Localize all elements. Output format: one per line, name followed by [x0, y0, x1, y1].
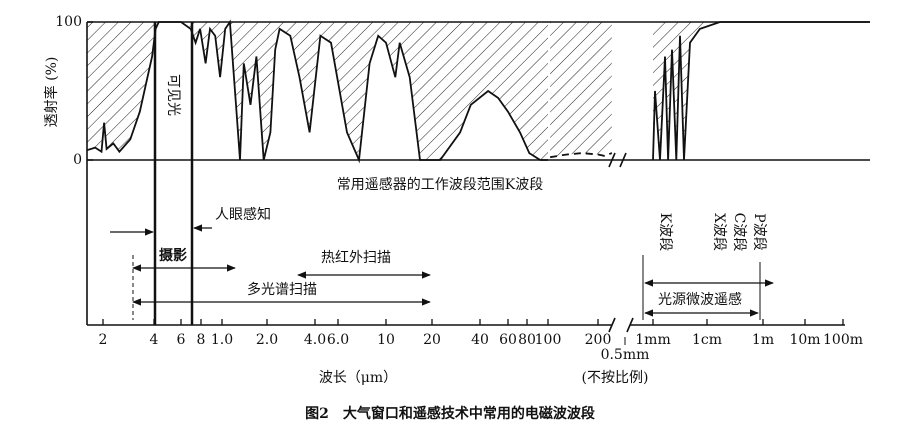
x-axis-label: 波长（μm）	[319, 370, 397, 386]
axis-break	[608, 317, 634, 333]
annotation: 常用遥感器的工作波段范围K波段	[337, 176, 543, 193]
x-tick-label: 100	[535, 332, 562, 348]
annotation: 人眼感知	[215, 206, 271, 223]
x-tick-label: 6	[177, 332, 186, 348]
hatch-area	[86, 22, 548, 160]
y-tick-label: 0	[73, 152, 82, 168]
hatch-area	[653, 22, 870, 160]
x-tick-label: 80	[518, 332, 536, 348]
x-tick-label: 20	[423, 332, 441, 348]
x-tick-label: 6.0	[327, 332, 349, 348]
annotation: 多光谱扫描	[247, 281, 317, 298]
annotation: 摄影	[159, 247, 187, 264]
annotation: 可见光	[165, 74, 181, 116]
axis-break	[608, 152, 627, 168]
annotation: X波段	[711, 213, 727, 251]
annotation: 热红外扫描	[321, 250, 391, 266]
x-tick-label: 0.5mm	[601, 347, 650, 363]
annotation: 光源微波遥感	[658, 291, 742, 308]
y-axis-label: 透射率 (%)	[43, 57, 60, 128]
annotation: K波段	[657, 213, 673, 251]
x-tick-label: 1m	[752, 332, 774, 348]
x-tick-label: 10m	[789, 332, 820, 348]
x-tick-label: 1cm	[692, 332, 722, 348]
x-tick-label: 100m	[823, 332, 863, 348]
x-tick-label: 2.0	[256, 332, 278, 348]
annotation: P波段	[751, 213, 767, 250]
plot-area	[86, 19, 870, 164]
x-tick-label: 200	[585, 332, 612, 348]
transmittance-line	[549, 152, 613, 159]
x-tick-label: 1.0	[211, 332, 233, 348]
hatch-area	[550, 22, 612, 158]
annotation: C波段	[731, 213, 747, 252]
x-tick-label: 60	[499, 332, 517, 348]
x-tick-label: 4.0	[304, 332, 326, 348]
x-tick-label: 4	[150, 332, 159, 348]
x-tick-label: 10	[377, 332, 395, 348]
x-tick-label: 1mm	[635, 332, 670, 348]
y-tick-label: 100	[55, 14, 82, 30]
x-tick-label: 40	[471, 332, 489, 348]
caption: 图2 大气窗口和遥感技术中常用的电磁波波段	[305, 405, 595, 422]
x-tick-label: 2	[99, 332, 108, 348]
annotation: (不按比例)	[582, 370, 649, 386]
x-tick-label: 8	[197, 332, 206, 348]
